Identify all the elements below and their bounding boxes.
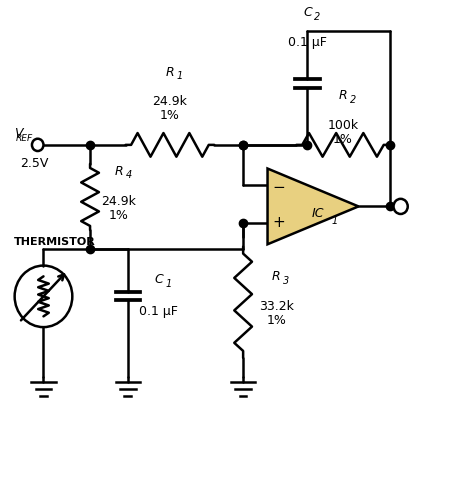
Text: 1%: 1%: [109, 209, 129, 222]
Text: 24.9k: 24.9k: [101, 194, 136, 207]
Text: 0.1 μF: 0.1 μF: [288, 36, 327, 49]
Text: C: C: [154, 274, 163, 286]
Text: 1: 1: [166, 279, 172, 289]
Text: C: C: [303, 6, 312, 20]
Polygon shape: [268, 169, 359, 244]
Text: R: R: [339, 89, 347, 103]
Text: 100k: 100k: [328, 119, 359, 132]
Text: 1%: 1%: [333, 133, 353, 146]
Text: 1: 1: [176, 71, 183, 81]
Text: 1: 1: [332, 216, 338, 226]
Text: 2: 2: [314, 12, 320, 22]
Text: 24.9k: 24.9k: [153, 95, 187, 108]
Text: $+$: $+$: [272, 216, 285, 230]
Text: 33.2k: 33.2k: [259, 300, 294, 313]
Circle shape: [32, 139, 44, 151]
Text: R: R: [115, 165, 123, 178]
Text: R: R: [272, 270, 281, 284]
Text: 3: 3: [283, 276, 289, 285]
Text: 1%: 1%: [266, 314, 286, 327]
Text: V: V: [14, 127, 22, 140]
Text: THERMISTOR: THERMISTOR: [14, 237, 95, 247]
Text: 2: 2: [350, 95, 356, 104]
Text: REF: REF: [15, 134, 32, 143]
Text: 4: 4: [126, 171, 132, 181]
Text: 0.1 μF: 0.1 μF: [140, 305, 178, 319]
Text: R: R: [166, 66, 174, 79]
Text: 2.5V: 2.5V: [20, 157, 49, 170]
Text: IC: IC: [312, 207, 324, 220]
Text: 1%: 1%: [160, 109, 180, 122]
Text: $-$: $-$: [272, 178, 285, 193]
Circle shape: [394, 199, 408, 214]
